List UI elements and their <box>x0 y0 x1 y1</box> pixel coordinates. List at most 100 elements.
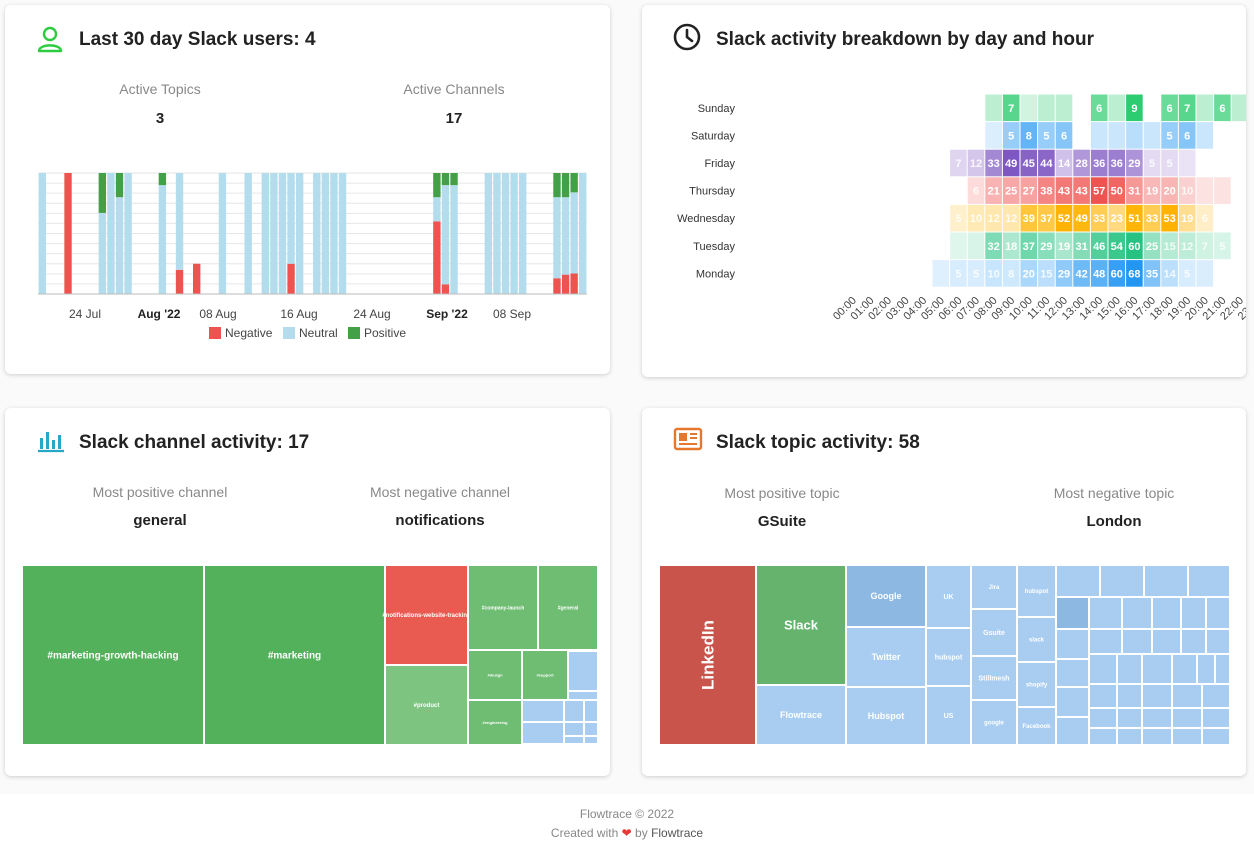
heatmap-cell <box>1002 204 1020 232</box>
heatmap-cell <box>1161 204 1178 232</box>
legend-swatch <box>348 327 360 339</box>
treemap-cell <box>1116 707 1143 729</box>
treemap-cell <box>1201 727 1231 746</box>
heatmap-cell-label: 29 <box>1128 158 1140 170</box>
treemap-cell <box>521 721 565 745</box>
treemap-cell <box>563 721 585 737</box>
treemap-cell <box>1055 658 1090 688</box>
bar-neu <box>501 173 510 294</box>
bar-neg <box>175 269 184 294</box>
heatmap-cell <box>1055 177 1073 204</box>
heatmap-cell <box>1055 232 1073 260</box>
treemap-cell <box>845 686 927 746</box>
topics-card: Slack topic activity: 58 Most positive t… <box>642 408 1246 776</box>
heatmap-cell <box>1073 260 1090 287</box>
bar-neu <box>561 197 570 275</box>
treemap-label: Google <box>871 591 902 601</box>
footer-brand-link[interactable]: Flowtrace <box>651 826 704 840</box>
heatmap-cell-label: 25 <box>1146 241 1158 253</box>
heatmap-cell <box>1126 177 1143 204</box>
heatmap-cell <box>1126 94 1143 122</box>
heatmap-cell-label: 6 <box>1167 103 1173 115</box>
x-tick-label: 08 Aug <box>199 307 236 321</box>
bar-neu <box>107 173 115 294</box>
heatmap-cell <box>1055 122 1073 149</box>
bar-neu <box>579 173 587 294</box>
treemap-cell <box>563 735 585 745</box>
heatmap-cell <box>1231 94 1246 122</box>
heatmap-cell-label: 68 <box>1128 268 1140 280</box>
heatmap-cell-label: 49 <box>1005 158 1017 170</box>
clock-icon <box>673 23 701 51</box>
treemap-label: LinkedIn <box>698 620 717 690</box>
heatmap-cell <box>1196 122 1214 149</box>
treemap-cell <box>1171 727 1203 746</box>
heatmap-cell <box>1178 232 1196 260</box>
bar-neu <box>493 173 501 294</box>
treemap-cell <box>925 564 972 629</box>
person-outline-icon <box>37 26 63 53</box>
bar-neu <box>510 173 518 294</box>
bar-chart-icon <box>38 432 64 453</box>
heatmap-cell <box>1090 94 1108 122</box>
heatmap-cell-label: 7 <box>1202 241 1208 253</box>
heatmap-cell-label: 31 <box>1128 186 1140 198</box>
heatmap-cell <box>1002 177 1020 204</box>
stat-value: general <box>133 512 187 529</box>
treemap-label: Gsuite <box>983 630 1005 637</box>
heatmap-cell-label: 10 <box>970 213 982 225</box>
treemap-cell <box>1088 707 1118 729</box>
treemap-cell <box>1116 653 1143 685</box>
bar-neu <box>295 173 304 294</box>
heatmap-cell <box>985 94 1002 122</box>
heatmap-cell <box>1073 204 1090 232</box>
treemap-cell <box>467 649 523 701</box>
heatmap-cell-label: 6 <box>1061 130 1067 142</box>
treemap-label: Flowtrace <box>780 710 822 720</box>
heatmap-cell <box>1178 260 1196 287</box>
users-card-title: Last 30 day Slack users: 4 <box>79 29 316 50</box>
heatmap-cell-label: 5 <box>955 268 961 280</box>
heatmap-cell <box>1020 232 1038 260</box>
treemap-cell <box>1121 596 1153 630</box>
bar-neg <box>193 263 201 294</box>
treemap-label: #engineering <box>483 720 508 725</box>
bar-neu <box>115 197 124 294</box>
bar-neu <box>313 173 321 294</box>
treemap-cell <box>1055 564 1101 598</box>
bar-neu <box>287 173 295 264</box>
heatmap-cell-label: 5 <box>1167 130 1173 142</box>
stat-active-channels: Active Channels 17 <box>344 81 564 127</box>
heatmap-row-label: Thursday <box>689 186 735 198</box>
heatmap-cell <box>967 177 985 204</box>
x-tick-label: 08 Sep <box>493 307 531 321</box>
treemap-cell <box>1151 628 1182 655</box>
bar-neu <box>158 185 167 294</box>
heatmap-cell-label: 6 <box>973 186 979 198</box>
treemap-cell <box>1099 564 1145 598</box>
heatmap-cell <box>1020 94 1038 122</box>
bar-neu <box>278 173 287 294</box>
heatmap-cell-label: 48 <box>1093 268 1105 280</box>
treemap-cell <box>583 721 599 737</box>
heatmap-cell <box>1090 122 1108 149</box>
heatmap-cell <box>1038 149 1055 177</box>
sentiment-bar-chart: 24 Jul Aug '22 08 Aug 16 Aug 24 Aug Sep '22 08… <box>38 172 587 340</box>
treemap-cell <box>1143 564 1189 598</box>
bar-pos <box>570 173 578 193</box>
heatmap-cell <box>1002 122 1020 149</box>
heatmap-cell <box>1108 94 1126 122</box>
treemap-label: Jira <box>989 585 1000 591</box>
legend-swatch <box>283 327 295 339</box>
treemap-label: shopify <box>1026 683 1048 689</box>
heatmap-cell <box>985 149 1002 177</box>
heatmap-cell-label: 27 <box>1023 186 1035 198</box>
bar-neu <box>433 197 441 222</box>
heatmap-cell <box>1161 149 1178 177</box>
heatmap-cell-label: 6 <box>1202 213 1208 225</box>
heatmap-cell-label: 60 <box>1128 241 1140 253</box>
treemap-cell <box>1141 727 1173 746</box>
bar-neu <box>338 173 347 294</box>
heatmap-cell-label: 35 <box>1146 268 1158 280</box>
heatmap-cell <box>1108 149 1126 177</box>
